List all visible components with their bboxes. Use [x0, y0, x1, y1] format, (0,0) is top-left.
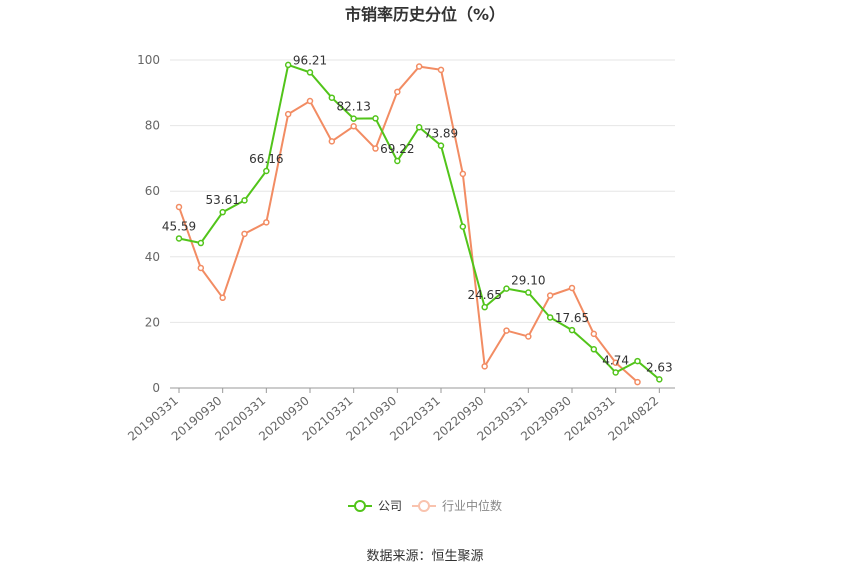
- legend-marker-industry-median: [418, 500, 430, 512]
- data-point-company[interactable]: [284, 61, 292, 69]
- data-point-industry-median[interactable]: [219, 294, 226, 302]
- legend-item-industry-median[interactable]: 行业中位数: [412, 498, 502, 513]
- data-label-company: 53.61: [205, 193, 239, 207]
- y-tick-label: 40: [145, 250, 160, 264]
- data-point-company[interactable]: [525, 289, 532, 296]
- data-label-company: 73.89: [424, 127, 458, 141]
- legend-item-company[interactable]: 公司: [348, 499, 402, 513]
- axis-layer: 0204060801002019033120190930202003312020…: [125, 53, 675, 444]
- data-point-company[interactable]: [219, 208, 226, 216]
- data-point-industry-median[interactable]: [372, 145, 379, 152]
- data-point-industry-median[interactable]: [590, 330, 598, 338]
- data-point-industry-median[interactable]: [634, 378, 641, 386]
- source-note: 数据来源：恒生聚源: [366, 549, 483, 564]
- y-tick-label: 0: [152, 381, 160, 395]
- data-point-industry-median[interactable]: [503, 327, 510, 334]
- series-line-industry-median: [178, 65, 639, 383]
- legend-marker-company: [354, 500, 366, 512]
- data-label-company: 29.10: [511, 274, 545, 288]
- y-tick-label: 60: [145, 184, 160, 198]
- data-point-company[interactable]: [197, 239, 205, 247]
- data-point-company[interactable]: [503, 285, 510, 292]
- data-point-company[interactable]: [459, 223, 467, 230]
- data-point-company[interactable]: [241, 197, 248, 204]
- data-point-industry-median[interactable]: [612, 359, 619, 366]
- series-layer: [175, 61, 663, 386]
- data-point-industry-median[interactable]: [350, 123, 357, 130]
- chart-title: 市销率历史分位（%）: [345, 5, 505, 24]
- data-point-company[interactable]: [546, 314, 554, 321]
- data-point-company[interactable]: [175, 235, 183, 242]
- y-tick-label: 20: [145, 315, 160, 329]
- data-point-industry-median[interactable]: [241, 230, 248, 238]
- data-point-industry-median[interactable]: [197, 264, 205, 272]
- legend: 公司 行业中位数: [348, 498, 502, 513]
- data-point-industry-median[interactable]: [175, 203, 183, 211]
- data-point-company[interactable]: [590, 346, 598, 353]
- data-label-company: 24.65: [467, 288, 501, 302]
- grid-layer: [170, 59, 675, 323]
- data-point-industry-median[interactable]: [525, 333, 532, 340]
- data-point-industry-median[interactable]: [481, 363, 488, 370]
- data-point-company[interactable]: [437, 142, 445, 149]
- data-point-company[interactable]: [394, 157, 401, 165]
- data-point-industry-median[interactable]: [437, 66, 445, 74]
- data-label-company: 66.16: [249, 152, 283, 166]
- legend-label-industry-median: 行业中位数: [442, 498, 502, 513]
- data-point-company[interactable]: [568, 326, 576, 334]
- data-label-company: 69.22: [380, 142, 414, 156]
- data-point-company[interactable]: [481, 303, 488, 311]
- data-point-industry-median[interactable]: [328, 138, 336, 145]
- data-point-industry-median[interactable]: [306, 97, 314, 105]
- data-point-company[interactable]: [634, 357, 641, 365]
- legend-label-company: 公司: [378, 499, 402, 513]
- data-point-industry-median[interactable]: [568, 284, 576, 292]
- data-point-company[interactable]: [306, 69, 314, 76]
- y-tick-label: 80: [145, 119, 160, 133]
- data-label-company: 82.13: [336, 100, 370, 114]
- data-point-industry-median[interactable]: [263, 219, 270, 226]
- data-point-industry-median[interactable]: [415, 63, 423, 70]
- data-point-company[interactable]: [372, 115, 379, 122]
- data-label-company: 2.63: [646, 360, 673, 374]
- series-line-company: [178, 63, 660, 381]
- data-point-industry-median[interactable]: [284, 110, 292, 118]
- data-label-company: 17.65: [555, 311, 589, 325]
- data-label-layer: 45.59 53.61 66.16 96.21 82.13 69.22 73.89 24.65…: [162, 53, 673, 374]
- data-label-company: 4.74: [602, 353, 629, 367]
- y-tick-label: 100: [137, 53, 160, 67]
- data-point-company[interactable]: [350, 115, 357, 122]
- data-point-company[interactable]: [656, 376, 663, 383]
- data-point-company[interactable]: [328, 94, 336, 101]
- data-label-company: 45.59: [162, 219, 196, 233]
- data-point-industry-median[interactable]: [394, 88, 401, 96]
- data-point-company[interactable]: [612, 369, 619, 376]
- data-point-industry-median[interactable]: [546, 292, 554, 299]
- data-point-industry-median[interactable]: [459, 170, 467, 178]
- data-label-company: 96.21: [293, 53, 327, 67]
- data-point-company[interactable]: [263, 167, 270, 175]
- data-point-company[interactable]: [415, 123, 423, 131]
